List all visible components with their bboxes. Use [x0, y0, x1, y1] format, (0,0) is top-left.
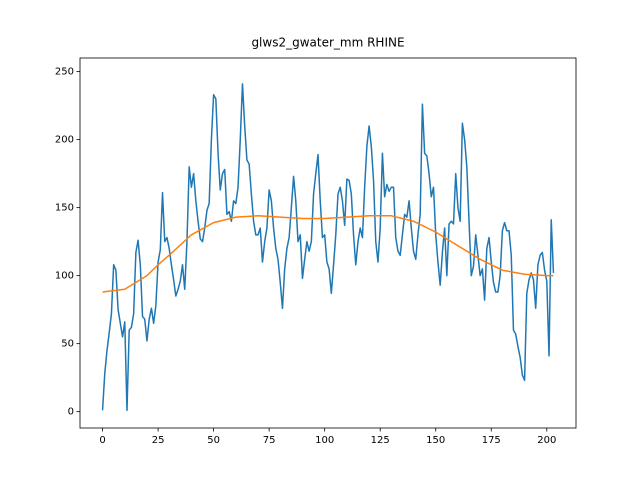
x-tick-label: 75 — [263, 435, 276, 446]
y-tick-label: 200 — [55, 135, 74, 146]
x-tick-label: 0 — [99, 435, 105, 446]
y-tick-label: 100 — [55, 271, 74, 282]
plot-frame — [79, 57, 577, 429]
x-tick-label: 125 — [371, 435, 390, 446]
x-tick-label: 100 — [315, 435, 334, 446]
x-tick-label: 50 — [207, 435, 220, 446]
y-tick-label: 0 — [68, 407, 74, 418]
x-tick-label: 200 — [537, 435, 556, 446]
y-tick-label: 50 — [61, 339, 74, 350]
x-tick-label: 25 — [152, 435, 165, 446]
y-tick-label: 250 — [55, 67, 74, 78]
data-line — [102, 215, 554, 293]
chart-title: glws2_gwater_mm RHINE — [251, 36, 404, 50]
x-tick-label: 150 — [426, 435, 445, 446]
x-tick-label: 175 — [482, 435, 501, 446]
y-tick-label: 150 — [55, 203, 74, 214]
